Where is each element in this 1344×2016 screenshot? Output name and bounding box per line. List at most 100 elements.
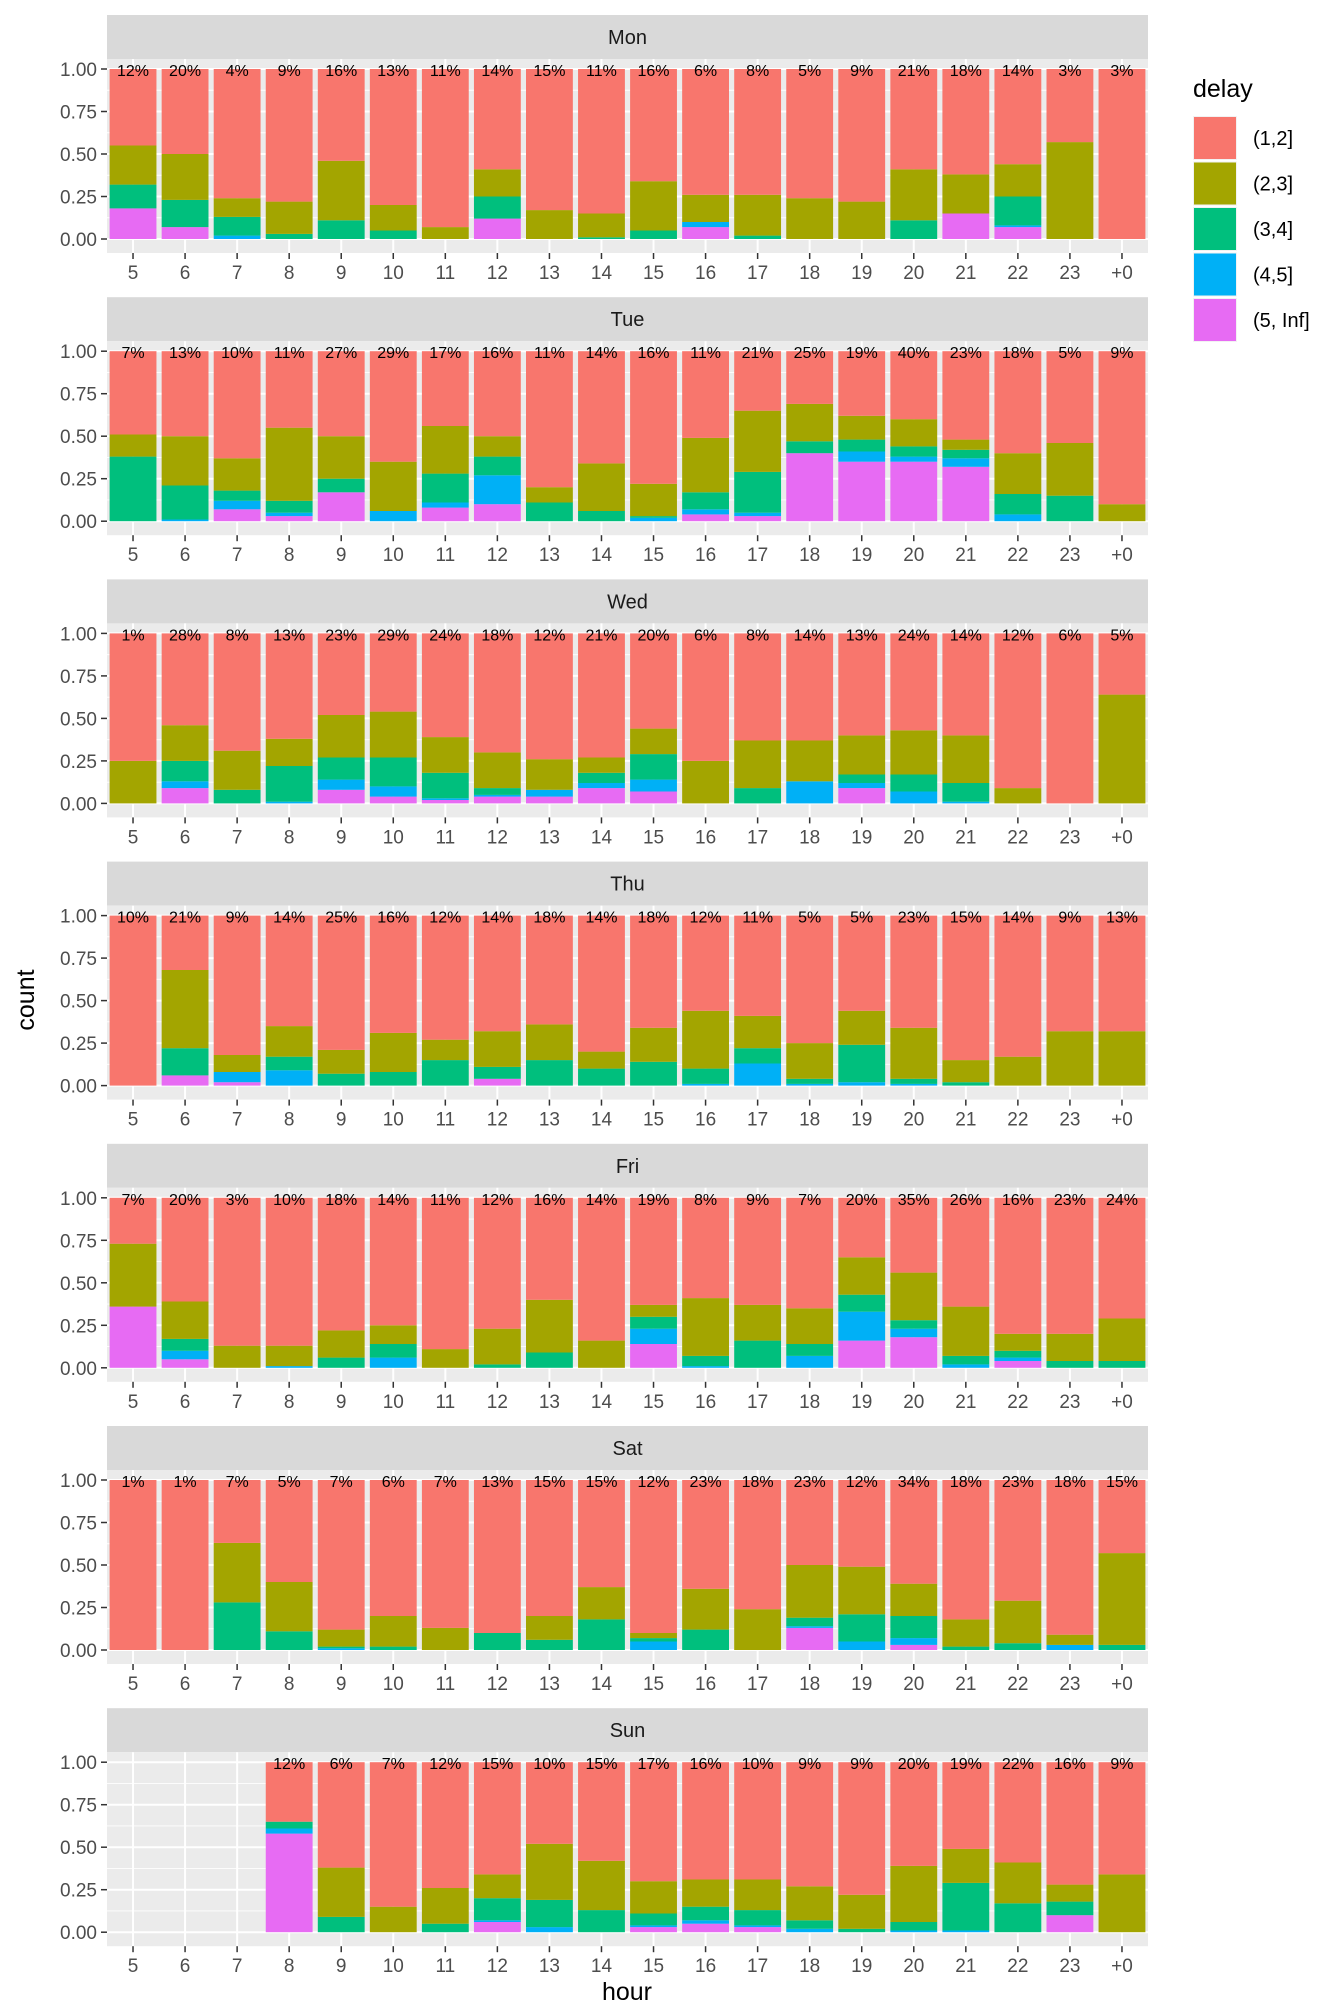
bar-segment-delay-1-2 <box>213 915 261 1055</box>
facet-panel-wed: Wed 0.00 0.25 0.50 0.75 1.00 1% 28% 8% 13% 23% 29% 2… <box>60 579 1148 848</box>
bar-segment-delay-2-3 <box>682 437 729 493</box>
panel-background <box>107 905 1148 1100</box>
bar-segment-delay-4-5 <box>213 235 261 239</box>
bar-segment-delay-1-2 <box>369 351 417 462</box>
x-tick-label: 5 <box>128 1956 139 1977</box>
bar-segment-delay-1-2 <box>994 1480 1042 1601</box>
x-tick-label: 23 <box>1059 827 1080 848</box>
bar-segment-delay-1-2 <box>1046 915 1094 1032</box>
panel-background <box>107 1470 1148 1664</box>
y-tick-label: 0.25 <box>60 1034 97 1055</box>
x-tick-label: 7 <box>232 827 243 848</box>
bar-segment-delay-2-3 <box>578 757 625 773</box>
x-tick-label: 16 <box>695 545 716 566</box>
bar-percent-label: 10% <box>742 1756 774 1773</box>
bar-percent-label: 5% <box>850 910 873 927</box>
x-tick-label: 14 <box>591 263 613 284</box>
facet-strip <box>107 1426 1148 1470</box>
bar-segment-delay-2-3 <box>161 970 209 1049</box>
bar-segment-delay-1-2 <box>682 1762 729 1880</box>
bar-segment-delay-2-3 <box>317 715 365 758</box>
bar-percent-label: 28% <box>169 627 201 644</box>
bar-segment-delay-3-4 <box>994 196 1042 226</box>
bar-segment-delay-2-3 <box>942 1848 990 1883</box>
bar-segment-delay-4-5 <box>838 451 886 462</box>
bar-segment-delay-1-2 <box>265 1197 313 1346</box>
bar-segment-delay-5-inf <box>473 504 521 522</box>
x-tick-label: 22 <box>1007 263 1028 284</box>
bar-percent-label: 14% <box>1002 910 1034 927</box>
bar-percent-label: 11% <box>690 345 721 362</box>
bar-segment-delay-4-5 <box>838 1311 886 1341</box>
bar-segment-delay-3-4 <box>161 485 209 520</box>
bar-segment-delay-1-2 <box>786 69 834 199</box>
bar-segment-delay-2-3 <box>682 1298 729 1356</box>
facet-panel-sun: Sun 0.00 0.25 0.50 0.75 1.00 12% 6% 7% 12% 15% 10% 1… <box>60 1708 1148 1977</box>
bar-percent-label: 5% <box>1058 345 1081 362</box>
bar-segment-delay-2-3 <box>161 725 209 761</box>
bar-percent-label: 16% <box>1002 1192 1034 1209</box>
bar-segment-delay-3-4 <box>109 184 157 209</box>
bar-segment-delay-2-3 <box>1098 1553 1146 1645</box>
bar-segment-delay-1-2 <box>473 633 521 753</box>
x-tick-label: 11 <box>435 1956 455 1977</box>
bar-segment-delay-2-3 <box>526 487 573 503</box>
bar-segment-delay-5-inf <box>369 796 417 804</box>
bar-percent-label: 18% <box>950 63 982 80</box>
bar-segment-delay-4-5 <box>161 519 209 522</box>
facet-strip-label: Tue <box>611 309 645 331</box>
bar-segment-delay-3-4 <box>786 1617 834 1627</box>
bar-segment-delay-1-2 <box>942 69 990 175</box>
bar-percent-label: 6% <box>694 627 717 644</box>
bar-segment-delay-1-2 <box>838 69 886 202</box>
bar-percent-label: 5% <box>798 63 821 80</box>
bar-segment-delay-1-2 <box>682 633 729 761</box>
bar-percent-label: 9% <box>1110 1756 1133 1773</box>
y-tick-label: 0.50 <box>60 1838 97 1859</box>
bar-percent-label: 23% <box>950 345 982 362</box>
x-tick-label: 9 <box>336 545 347 566</box>
x-tick-label: 9 <box>336 1956 347 1977</box>
bar-percent-label: 13% <box>273 627 305 644</box>
facet-panel-tue: Tue 0.00 0.25 0.50 0.75 1.00 7% 13% 10% 11% 27% 29%… <box>60 297 1148 566</box>
y-tick-label: 1.00 <box>60 1189 97 1210</box>
bar-segment-delay-2-3 <box>369 461 417 511</box>
facet-strip-label: Sun <box>610 1720 646 1742</box>
bar-percent-label: 11% <box>430 1192 461 1209</box>
bar-segment-delay-5-inf <box>421 800 469 804</box>
bar-percent-label: 20% <box>169 1192 201 1209</box>
bar-segment-delay-1-2 <box>1098 1197 1146 1319</box>
bar-segment-delay-1-2 <box>578 1480 625 1588</box>
bar-segment-delay-1-2 <box>734 69 782 195</box>
bar-percent-label: 18% <box>742 1474 774 1491</box>
x-tick-label: 18 <box>799 263 820 284</box>
bar-segment-delay-5-inf <box>109 1306 157 1368</box>
bar-percent-label: 24% <box>429 627 461 644</box>
y-tick-label: 0.75 <box>60 1231 97 1252</box>
bar-percent-label: 13% <box>846 627 878 644</box>
x-tick-label: 21 <box>955 1956 976 1977</box>
bar-segment-delay-1-2 <box>369 1762 417 1907</box>
bar-segment-delay-1-2 <box>994 1762 1042 1863</box>
x-tick-label: 19 <box>851 1392 872 1413</box>
bar-segment-delay-5-inf <box>890 1337 938 1368</box>
bar-percent-label: 15% <box>585 1756 617 1773</box>
bar-percent-label: 40% <box>898 345 930 362</box>
bar-segment-delay-2-3 <box>734 410 782 472</box>
bar-segment-delay-1-2 <box>161 915 209 970</box>
bar-percent-label: 5% <box>798 910 821 927</box>
x-tick-label: 6 <box>180 827 191 848</box>
bar-percent-label: 18% <box>533 910 565 927</box>
bar-segment-delay-1-2 <box>161 633 209 726</box>
bar-segment-delay-2-3 <box>526 1024 573 1061</box>
bar-segment-delay-1-2 <box>213 351 261 459</box>
bar-percent-label: 13% <box>1106 910 1138 927</box>
bar-segment-delay-4-5 <box>682 1920 729 1924</box>
bar-segment-delay-1-2 <box>786 351 834 404</box>
bar-segment-delay-3-4 <box>630 1061 677 1086</box>
bar-segment-delay-4-5 <box>838 1641 886 1650</box>
x-tick-label: 5 <box>128 1110 139 1131</box>
x-tick-label: 22 <box>1007 1392 1028 1413</box>
bar-segment-delay-3-4 <box>473 1633 521 1650</box>
bar-segment-delay-2-3 <box>1046 1884 1094 1902</box>
